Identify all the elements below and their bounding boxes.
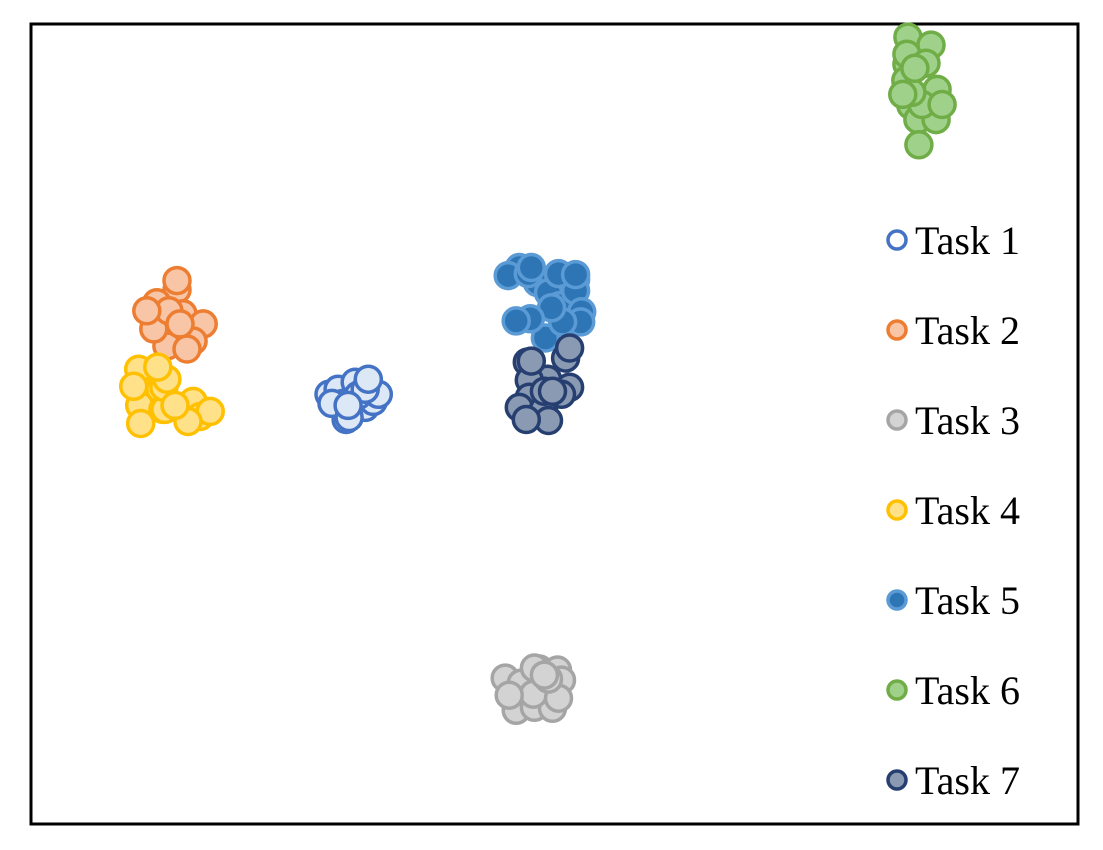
data-point bbox=[132, 296, 162, 326]
legend-label: Task 3 bbox=[915, 398, 1020, 443]
legend-marker bbox=[886, 319, 908, 341]
legend-label: Task 4 bbox=[915, 488, 1020, 533]
legend-item: Task 3 bbox=[886, 398, 1020, 443]
legend-item: Task 2 bbox=[886, 308, 1020, 353]
data-point bbox=[529, 660, 560, 690]
data-point bbox=[160, 390, 190, 421]
legend-label: Task 1 bbox=[915, 218, 1020, 263]
series-task-6 bbox=[888, 22, 957, 160]
legend-item: Task 6 bbox=[886, 668, 1020, 713]
data-point bbox=[143, 352, 173, 382]
data-point bbox=[511, 404, 542, 435]
data-point bbox=[501, 306, 531, 336]
data-point bbox=[516, 252, 547, 283]
legend-label: Task 6 bbox=[915, 668, 1020, 713]
series-task-5 bbox=[493, 252, 597, 353]
data-point bbox=[888, 79, 918, 110]
legend-label: Task 2 bbox=[915, 308, 1020, 353]
legend-marker bbox=[886, 499, 908, 521]
data-point bbox=[162, 265, 192, 296]
data-point bbox=[516, 346, 547, 376]
legend-item: Task 4 bbox=[886, 488, 1020, 533]
legend-item: Task 7 bbox=[886, 758, 1020, 803]
data-point bbox=[125, 408, 156, 439]
legend-marker bbox=[886, 589, 908, 611]
data-point bbox=[554, 333, 585, 363]
data-point bbox=[172, 334, 202, 364]
legend-label: Task 7 bbox=[915, 758, 1020, 803]
series-task-2 bbox=[132, 265, 218, 364]
data-point bbox=[904, 130, 934, 160]
series-task-7 bbox=[504, 333, 585, 436]
data-point bbox=[560, 259, 591, 290]
legend-marker bbox=[886, 409, 908, 431]
points-layer bbox=[118, 22, 957, 726]
data-point bbox=[118, 371, 149, 402]
legend-marker bbox=[886, 769, 908, 791]
data-point bbox=[537, 376, 568, 407]
data-point bbox=[333, 390, 363, 421]
data-point bbox=[900, 53, 930, 84]
legend-label: Task 5 bbox=[915, 578, 1020, 623]
legend-item: Task 5 bbox=[886, 578, 1020, 623]
data-point bbox=[353, 364, 384, 394]
data-point bbox=[494, 680, 524, 710]
data-point bbox=[927, 89, 957, 120]
series-task-1 bbox=[314, 364, 394, 435]
legend: Task 1 Task 2 Task 3 Task 4 Task 5 Task 6 Task… bbox=[886, 218, 1020, 803]
data-point bbox=[165, 309, 195, 339]
series-task-4 bbox=[118, 352, 225, 439]
series-task-3 bbox=[490, 653, 577, 726]
legend-item: Task 1 bbox=[886, 218, 1020, 263]
legend-marker bbox=[886, 679, 908, 701]
legend-marker bbox=[886, 229, 908, 251]
